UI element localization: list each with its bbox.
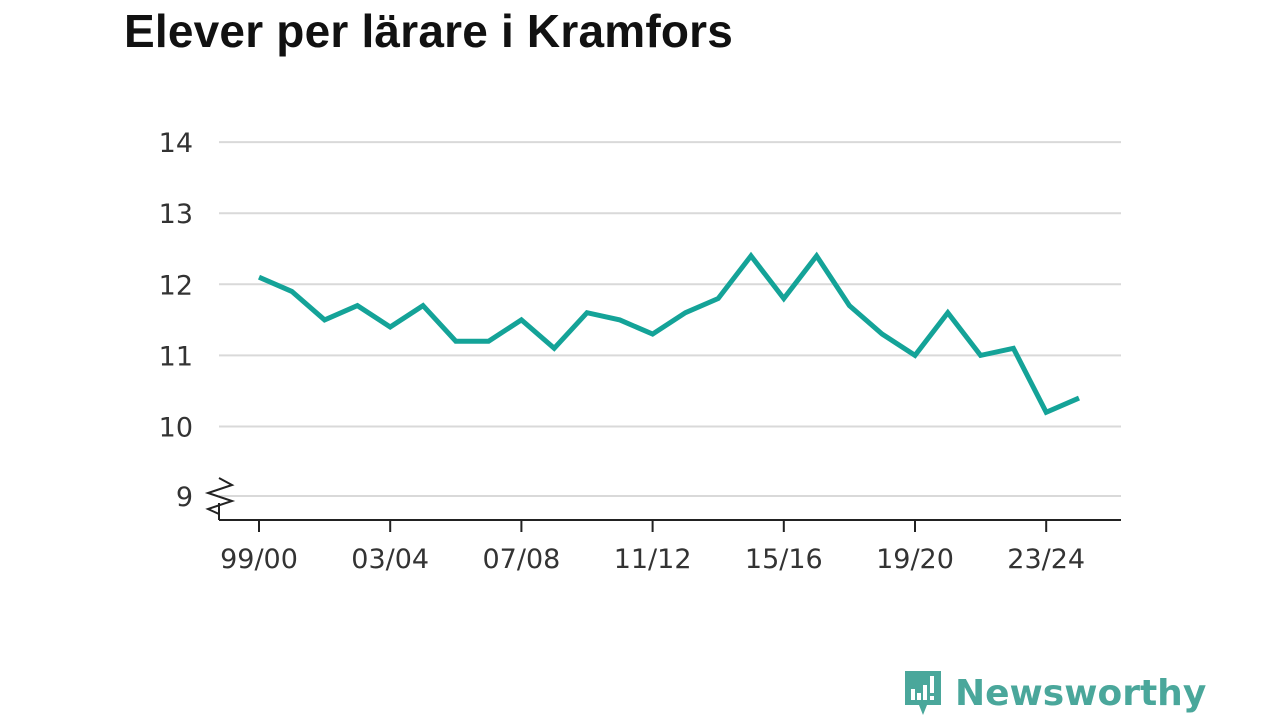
x-tick-label: 03/04 — [351, 544, 429, 575]
series-group — [258, 251, 1080, 416]
axis-break-marker — [204, 477, 236, 515]
x-tick-label: 07/08 — [482, 544, 560, 575]
x-tick-label: 23/24 — [1007, 544, 1085, 575]
brand-name: Newsworthy — [955, 672, 1207, 714]
gridlines — [219, 141, 1121, 497]
x-tick-label: 11/12 — [614, 544, 692, 575]
y-tick-label: 10 — [159, 413, 193, 444]
x-tick-label: 19/20 — [876, 544, 954, 575]
newsworthy-logo: Newsworthy — [903, 669, 1206, 717]
y-tick-label: 12 — [159, 270, 193, 301]
y-tick-label: 13 — [159, 199, 193, 230]
y-tick-label: 11 — [159, 341, 193, 372]
bar-chart-bubble-icon — [905, 671, 941, 715]
series-line-0 — [258, 251, 1080, 416]
y-tick-label: 14 — [159, 128, 193, 159]
chart-title: Elever per lärare i Kramfors — [124, 5, 734, 57]
x-tick-label: 99/00 — [220, 544, 298, 575]
y-tick-label: 9 — [176, 482, 193, 513]
y-axis-ticks: 9 10 11 12 13 14 — [159, 128, 193, 513]
x-axis — [204, 477, 1121, 521]
x-axis-ticks: 99/00 03/04 07/08 11/12 15/16 19/20 23/24 — [220, 520, 1085, 575]
x-tick-label: 15/16 — [745, 544, 823, 575]
